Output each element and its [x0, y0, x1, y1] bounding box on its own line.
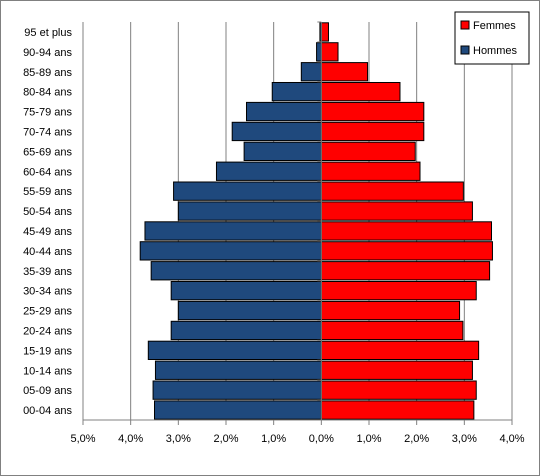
y-tick-label: 85-89 ans [23, 67, 72, 79]
bar-femmes [320, 201, 473, 221]
bar-hommes [215, 161, 322, 181]
bar-hommes [170, 280, 322, 301]
y-tick-label: 75-79 ans [23, 107, 72, 119]
y-tick-label: 10-14 ans [23, 365, 72, 377]
bar-femmes [320, 161, 421, 181]
y-tick-label: 95 et plus [24, 27, 72, 39]
bar-hommes [170, 320, 322, 341]
bar-femmes [320, 22, 329, 42]
x-tick-label: 1,0% [261, 433, 286, 445]
y-tick-label: 80-84 ans [23, 87, 72, 99]
y-tick-label: 35-39 ans [23, 266, 72, 278]
bar-femmes [320, 360, 473, 380]
axes [82, 21, 513, 425]
bar-hommes [139, 241, 322, 261]
gridlines [82, 22, 513, 420]
bar-femmes [320, 241, 493, 261]
x-tick-labels: 5,0% 4,0% 3,0% 2,0% 1,0% 0,0% 1,0% 2,0% 3,0% 4,0% [70, 433, 524, 445]
bar-hommes [231, 121, 322, 142]
x-tick-label: 5,0% [70, 433, 95, 445]
x-tick-label: 2,0% [404, 433, 429, 445]
bar-femmes [320, 62, 369, 82]
bar-hommes [144, 221, 322, 241]
y-tick-label: 00-04 ans [23, 405, 72, 417]
legend-swatch-hommes [460, 45, 470, 55]
y-tick-label: 65-69 ans [23, 146, 72, 158]
x-tick-label: 0,0% [309, 433, 334, 445]
y-tick-label: 60-64 ans [23, 166, 72, 178]
y-tick-label: 05-09 ans [23, 385, 72, 397]
bar-hommes [177, 300, 322, 321]
bar-hommes [243, 141, 322, 162]
bar-hommes [316, 42, 322, 62]
bar-femmes [320, 380, 477, 400]
x-tick-label: 4,0% [118, 433, 143, 445]
y-tick-label: 30-34 ans [23, 286, 72, 298]
y-tick-label: 55-59 ans [23, 186, 72, 198]
y-tick-label: 50-54 ans [23, 206, 72, 218]
bar-hommes [177, 201, 322, 221]
y-tick-label: 25-29 ans [23, 306, 72, 318]
x-tick-label: 4,0% [499, 433, 524, 445]
bar-femmes [320, 121, 425, 142]
bar-hommes [300, 62, 322, 82]
bar-hommes [152, 380, 322, 400]
legend-label-hommes: Hommes [473, 45, 518, 57]
bar-femmes [320, 221, 493, 241]
bar-femmes [320, 340, 480, 361]
bar-femmes [320, 141, 416, 162]
bar-femmes [320, 300, 461, 321]
bar-femmes [320, 101, 425, 122]
bar-hommes [147, 340, 322, 361]
y-tick-label: 45-49 ans [23, 226, 72, 238]
bar-femmes [320, 181, 464, 201]
y-tick-label: 15-19 ans [23, 345, 72, 357]
bar-hommes [154, 360, 322, 380]
bar-hommes [173, 181, 322, 201]
bars [139, 22, 493, 420]
x-tick-label: 2,0% [213, 433, 238, 445]
y-tick-label: 70-74 ans [23, 126, 72, 138]
x-tick-label: 1,0% [356, 433, 381, 445]
bar-femmes [320, 280, 477, 301]
bar-femmes [320, 81, 401, 102]
bar-femmes [320, 42, 339, 62]
y-tick-label: 90-94 ans [23, 47, 72, 59]
bar-femmes [320, 261, 491, 281]
x-tick-label: 3,0% [166, 433, 191, 445]
bar-hommes [154, 400, 322, 420]
bar-femmes [320, 400, 475, 420]
bar-hommes [150, 261, 322, 281]
y-tick-label: 40-44 ans [23, 246, 72, 258]
legend: Femmes Hommes [454, 11, 530, 65]
y-tick-label: 20-24 ans [23, 325, 72, 337]
y-tick-labels: 95 et plus 90-94 ans 85-89 ans 80-84 ans 75-… [23, 27, 72, 417]
bar-femmes [320, 320, 464, 341]
legend-swatch-femmes [460, 20, 470, 30]
bar-hommes [271, 81, 322, 102]
bar-hommes [245, 101, 322, 122]
legend-label-femmes: Femmes [473, 20, 516, 32]
x-tick-label: 3,0% [452, 433, 477, 445]
